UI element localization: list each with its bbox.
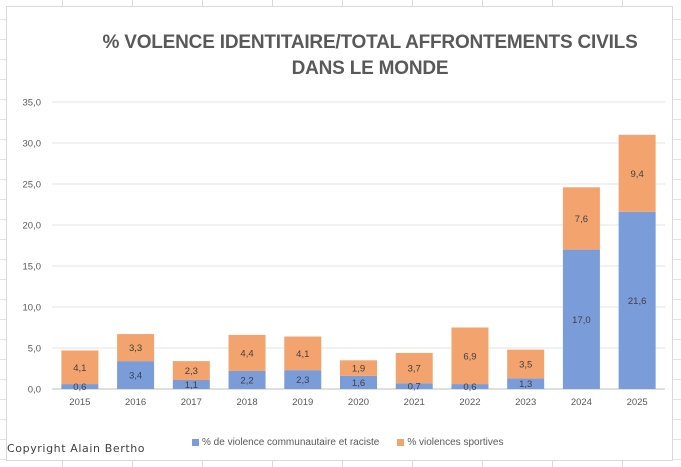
data-label-communautaire-2025: 21,6 (628, 296, 647, 307)
data-labels: 0,6 4,1 3,4 3,3 1,1 2,3 2,2 4,4 2,3 4,1 1,6 1,9 0,7 3… (73, 169, 646, 393)
bar-sportives-2025[interactable] (618, 134, 656, 212)
x-tick-label: 2016 (125, 397, 146, 408)
y-tick-label: 35,0 (23, 98, 42, 109)
bar-communautaire-2024[interactable] (562, 249, 600, 389)
bar-communautaire-2016[interactable] (117, 361, 155, 389)
data-label-communautaire-2017: 1,1 (185, 380, 198, 391)
bar-sportives-2021[interactable] (395, 352, 433, 384)
bar-communautaire-2017[interactable] (172, 379, 210, 389)
x-tick-label: 2017 (181, 397, 202, 408)
bar-sportives-2015[interactable] (61, 350, 99, 385)
legend-swatch-communautaire (192, 439, 199, 446)
x-tick-label: 2024 (571, 397, 592, 408)
chart-title: % VOLENCE IDENTITAIRE/TOTAL AFFRONTEMENT… (60, 30, 680, 82)
y-tick-label: 15,0 (23, 262, 42, 273)
x-tick-label: 2015 (69, 397, 90, 408)
y-axis-tick-labels: 0,0 5,0 10,0 15,0 20,0 25,0 30,0 35,0 (23, 98, 42, 396)
bar-sportives-2016[interactable] (117, 334, 155, 362)
data-label-sportives-2018: 4,4 (240, 348, 253, 359)
data-label-communautaire-2020: 1,6 (352, 378, 365, 389)
y-tick-label: 0,0 (28, 385, 41, 396)
bar-communautaire-2018[interactable] (228, 370, 266, 389)
legend-label-sportives: % violences sportives (407, 437, 504, 448)
data-label-sportives-2016: 3,3 (129, 343, 142, 354)
data-label-sportives-2020: 1,9 (352, 364, 365, 375)
y-tick-label: 10,0 (23, 303, 42, 314)
chart-title-line-1: % VOLENCE IDENTITAIRE/TOTAL AFFRONTEMENT… (102, 32, 638, 53)
bar-sportives-2023[interactable] (507, 349, 545, 379)
legend-label-communautaire: % de violence communautaire et raciste (202, 437, 380, 448)
x-tick-label: 2019 (292, 397, 313, 408)
x-axis-tick-labels: 2015 2016 2017 2018 2019 2020 2021 2022 2023 2024… (69, 397, 647, 408)
x-tick-label: 2022 (459, 397, 480, 408)
data-label-sportives-2024: 7,6 (575, 214, 588, 225)
y-tick-label: 20,0 (23, 221, 42, 232)
data-label-communautaire-2022: 0,6 (463, 382, 476, 393)
legend-swatch-sportives (397, 439, 405, 446)
data-label-communautaire-2016: 3,4 (129, 371, 142, 382)
data-label-communautaire-2019: 2,3 (296, 375, 309, 386)
legend-item-communautaire[interactable]: % de violence communautaire et raciste (192, 437, 379, 448)
bar-communautaire-2020[interactable] (340, 375, 377, 389)
data-label-communautaire-2018: 2,2 (240, 375, 253, 386)
data-label-sportives-2025: 9,4 (631, 169, 644, 180)
data-label-communautaire-2024: 17,0 (572, 315, 591, 326)
bar-sportives-2020[interactable] (340, 360, 377, 376)
bar-sportives-2019[interactable] (284, 336, 322, 371)
bars (61, 134, 656, 389)
bar-sportives-2024[interactable] (562, 187, 600, 250)
bar-communautaire-2025[interactable] (618, 211, 656, 389)
x-tick-label: 2023 (515, 397, 536, 408)
y-tick-label: 30,0 (23, 139, 42, 150)
chart-legend: % de violence communautaire et raciste %… (192, 437, 503, 448)
data-label-sportives-2019: 4,1 (296, 349, 309, 360)
data-label-sportives-2017: 2,3 (185, 366, 198, 377)
data-label-communautaire-2021: 0,7 (408, 382, 421, 393)
data-label-sportives-2015: 4,1 (73, 363, 86, 374)
copyright-text: Copyright Alain Bertho (7, 442, 146, 455)
legend-item-sportives[interactable]: % violences sportives (397, 437, 503, 448)
data-label-communautaire-2015: 0,6 (73, 382, 86, 393)
y-tick-label: 5,0 (28, 344, 41, 355)
y-tick-label: 25,0 (23, 180, 42, 191)
data-label-sportives-2022: 6,9 (463, 351, 476, 362)
bar-sportives-2018[interactable] (228, 334, 266, 371)
data-label-sportives-2023: 3,5 (519, 359, 532, 370)
x-tick-label: 2020 (348, 397, 369, 408)
chart-title-line-2: DANS LE MONDE (291, 58, 449, 79)
bar-communautaire-2021[interactable] (395, 383, 433, 389)
x-tick-label: 2021 (404, 397, 425, 408)
bar-sportives-2017[interactable] (172, 361, 210, 380)
data-label-communautaire-2023: 1,3 (519, 379, 532, 390)
data-label-sportives-2021: 3,7 (408, 364, 421, 375)
x-tick-label: 2018 (236, 397, 257, 408)
bar-communautaire-2023[interactable] (507, 378, 545, 389)
bar-communautaire-2019[interactable] (284, 370, 322, 389)
bar-communautaire-2022[interactable] (451, 384, 489, 389)
x-tick-label: 2025 (627, 397, 648, 408)
bar-sportives-2022[interactable] (451, 327, 489, 385)
bar-communautaire-2015[interactable] (61, 384, 99, 389)
